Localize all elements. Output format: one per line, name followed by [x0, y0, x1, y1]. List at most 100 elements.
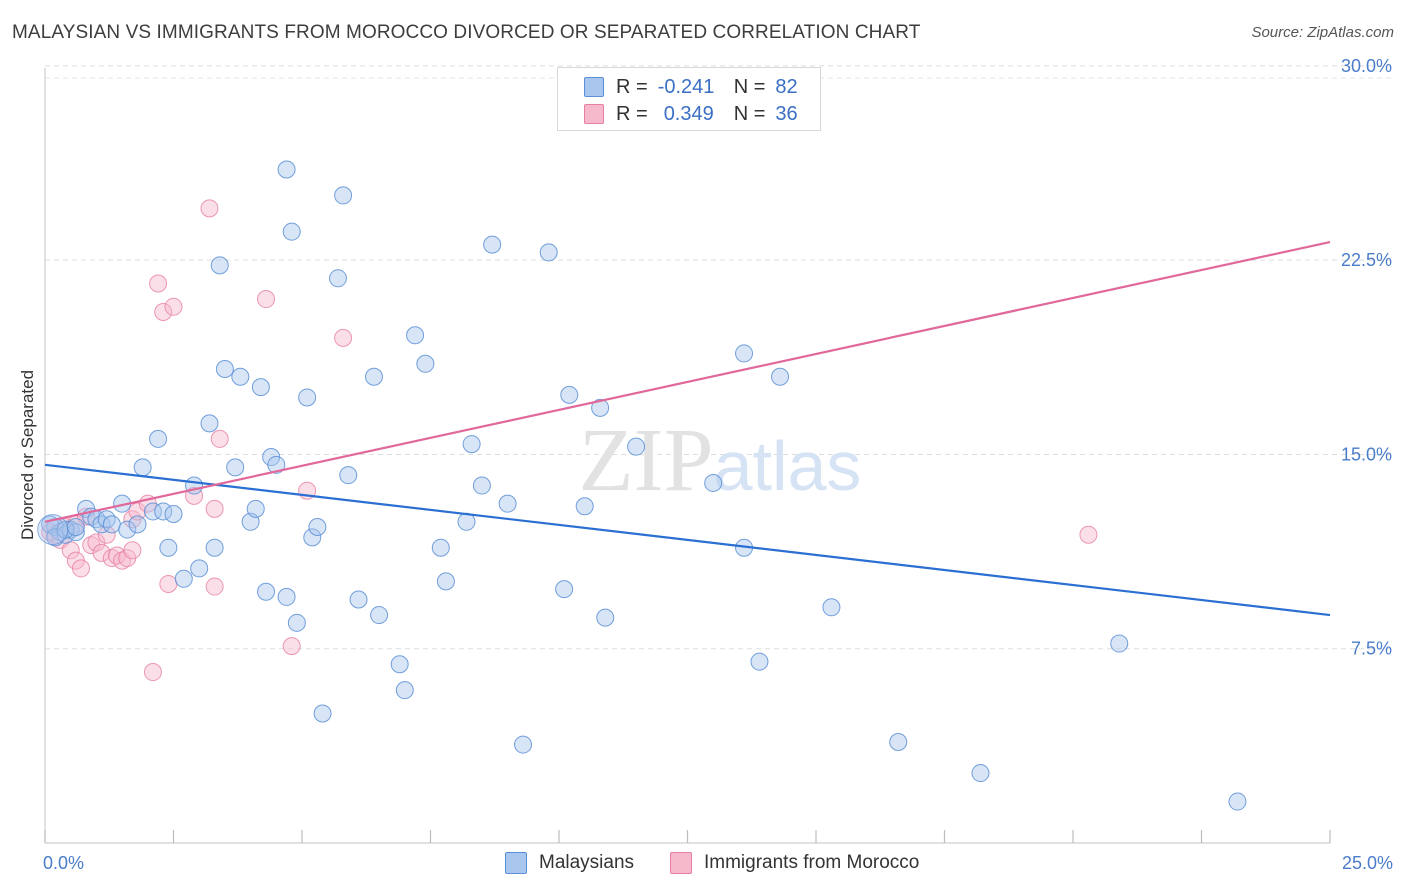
malaysians-point — [334, 186, 353, 205]
malaysians-point — [889, 732, 908, 751]
legend-r-value: 0.349 — [663, 102, 714, 125]
malaysians-point — [102, 515, 121, 534]
legend-swatch-blue — [584, 77, 604, 97]
malaysians-point — [349, 590, 368, 609]
legend-r-label: R = — [616, 102, 648, 125]
morocco-point — [205, 499, 224, 518]
malaysians-point — [390, 655, 409, 674]
y-tick-label: 7.5% — [1351, 639, 1392, 659]
malaysians-point — [267, 455, 286, 474]
morocco-point — [128, 502, 147, 521]
series-morocco-points — [41, 100, 1098, 682]
malaysians-point — [539, 243, 558, 262]
morocco-point — [164, 297, 183, 316]
malaysians-point — [308, 517, 327, 536]
bottom-legend-malaysians: Malaysians — [505, 852, 634, 874]
morocco-point — [210, 429, 229, 448]
malaysians-point — [735, 344, 754, 363]
malaysians-point — [575, 497, 594, 516]
morocco-point — [334, 328, 353, 347]
malaysians-point — [205, 538, 224, 557]
morocco-trendline — [44, 240, 1331, 523]
legend-n-value: 82 — [775, 75, 798, 98]
malaysians-point — [277, 160, 296, 179]
malaysians-point — [190, 559, 209, 578]
malaysians-point — [164, 505, 183, 524]
morocco-point — [154, 302, 173, 321]
y-tick-label: 30.0% — [1341, 56, 1392, 76]
y-tick-label: 22.5% — [1341, 250, 1392, 270]
axes — [44, 68, 1331, 844]
legend-n-label: N = — [733, 75, 766, 98]
malaysians-point — [298, 388, 317, 407]
y-tick-label: 15.0% — [1341, 444, 1392, 464]
x-tick-label-min: 0.0% — [43, 853, 84, 873]
malaysians-point — [627, 437, 646, 456]
morocco-point — [282, 637, 301, 656]
morocco-point — [143, 663, 162, 682]
malaysians-point — [313, 704, 332, 723]
bottom-legend-morocco: Immigrants from Morocco — [670, 852, 919, 874]
morocco-point — [82, 536, 101, 555]
malaysians-point — [406, 326, 425, 345]
x-tick-label-max: 25.0% — [1342, 853, 1393, 873]
morocco-point — [102, 549, 121, 568]
malaysians-point — [226, 458, 245, 477]
malaysians-point — [750, 652, 769, 671]
morocco-point — [71, 559, 90, 578]
malaysians-point — [472, 476, 491, 495]
malaysians-point — [483, 235, 502, 254]
legend-row-malaysians: R = -0.241 N = 82 — [584, 74, 798, 100]
morocco-point — [149, 274, 168, 293]
morocco-point — [92, 543, 111, 562]
morocco-point — [205, 577, 224, 596]
malaysians-point — [370, 606, 389, 625]
watermark-atlas: atlas — [714, 427, 862, 505]
malaysians-point — [287, 613, 306, 632]
malaysians-point — [591, 398, 610, 417]
malaysians-point — [364, 367, 383, 386]
morocco-point — [97, 525, 116, 544]
malaysians-point — [56, 525, 75, 544]
malaysians-point — [97, 510, 116, 529]
legend-n-label: N = — [733, 102, 766, 125]
malaysians-point — [61, 520, 80, 539]
y-axis-title: Divorced or Separated — [18, 370, 37, 540]
malaysians-point — [771, 367, 790, 386]
legend-swatch-pink — [584, 104, 604, 124]
morocco-point — [200, 199, 219, 218]
malaysians-point — [174, 569, 193, 588]
malaysians-point — [257, 582, 276, 601]
malaysians-point — [514, 735, 533, 754]
malaysians-point — [339, 466, 358, 485]
gridlines — [45, 65, 1395, 650]
morocco-point — [1079, 525, 1098, 544]
malaysians-point — [133, 458, 152, 477]
chart-title: MALAYSIAN VS IMMIGRANTS FROM MOROCCO DIV… — [12, 22, 921, 43]
legend-row-morocco: R = 0.349 N = 36 — [584, 101, 798, 127]
malaysians-point — [596, 608, 615, 627]
malaysians-point — [128, 515, 147, 534]
malaysians-point — [560, 385, 579, 404]
source-label: Source: ZipAtlas.com — [1251, 24, 1394, 41]
watermark: ZIPatlas — [579, 411, 862, 510]
malaysians-point — [1228, 792, 1247, 811]
malaysians-point — [704, 473, 723, 492]
trendlines — [44, 240, 1331, 617]
malaysians-trendline — [44, 463, 1331, 617]
legend-r-label: R = — [616, 75, 648, 98]
malaysians-point — [303, 528, 322, 547]
legend-n-value: 36 — [775, 102, 798, 125]
legend-swatch-blue — [505, 852, 527, 874]
malaysians-point — [416, 354, 435, 373]
morocco-point — [123, 541, 142, 560]
malaysians-point — [46, 528, 65, 547]
legend-label: Immigrants from Morocco — [704, 852, 920, 873]
malaysians-point — [822, 598, 841, 617]
malaysians-point — [251, 378, 270, 397]
malaysians-point — [328, 269, 347, 288]
malaysians-point — [462, 435, 481, 454]
legend-r-value: -0.241 — [657, 75, 715, 98]
legend-swatch-pink — [670, 852, 692, 874]
